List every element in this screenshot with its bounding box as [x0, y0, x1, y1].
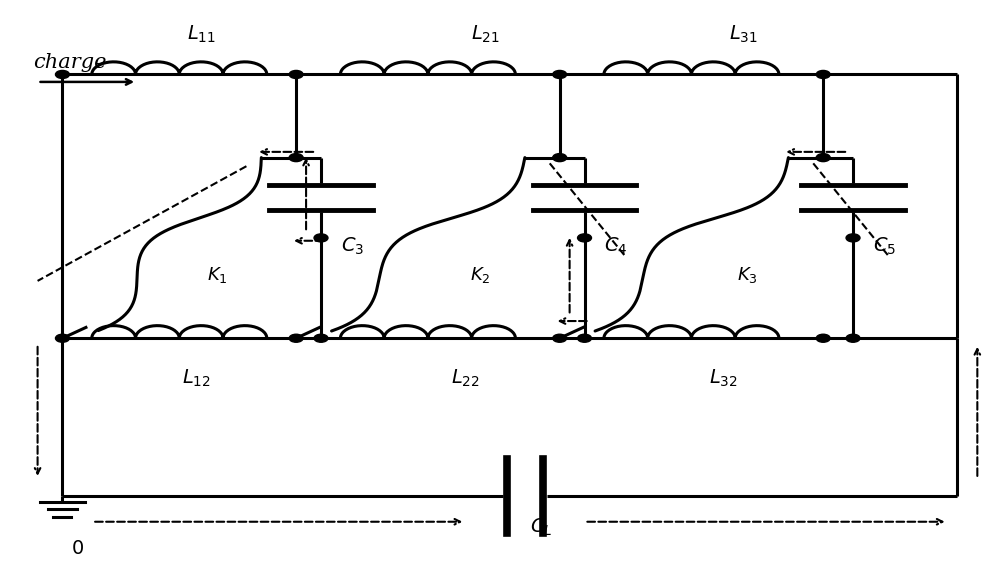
Text: $L_{11}$: $L_{11}$ [187, 24, 216, 45]
Text: $C_4$: $C_4$ [604, 236, 628, 257]
Circle shape [55, 71, 69, 79]
Text: $K_1$: $K_1$ [207, 265, 227, 285]
Circle shape [289, 153, 303, 162]
Text: $K_3$: $K_3$ [737, 265, 757, 285]
Circle shape [578, 234, 591, 242]
Circle shape [553, 153, 567, 162]
Text: $L_{22}$: $L_{22}$ [451, 368, 480, 389]
Circle shape [314, 334, 328, 342]
Circle shape [578, 334, 591, 342]
Circle shape [553, 71, 567, 79]
Circle shape [816, 71, 830, 79]
Text: $L_{21}$: $L_{21}$ [471, 24, 500, 45]
Circle shape [314, 234, 328, 242]
Circle shape [846, 234, 860, 242]
Circle shape [289, 71, 303, 79]
Text: charge: charge [33, 53, 106, 72]
Text: $C_5$: $C_5$ [873, 236, 896, 257]
Circle shape [846, 334, 860, 342]
Circle shape [816, 153, 830, 162]
Circle shape [289, 334, 303, 342]
Text: $C_L$: $C_L$ [530, 517, 552, 538]
Text: $L_{32}$: $L_{32}$ [709, 368, 738, 389]
Text: $K_2$: $K_2$ [470, 265, 491, 285]
Text: $0$: $0$ [71, 540, 84, 558]
Text: $L_{12}$: $L_{12}$ [182, 368, 211, 389]
Text: $L_{31}$: $L_{31}$ [729, 24, 758, 45]
Circle shape [553, 334, 567, 342]
Circle shape [55, 334, 69, 342]
Circle shape [816, 334, 830, 342]
Text: $C_3$: $C_3$ [341, 236, 364, 257]
